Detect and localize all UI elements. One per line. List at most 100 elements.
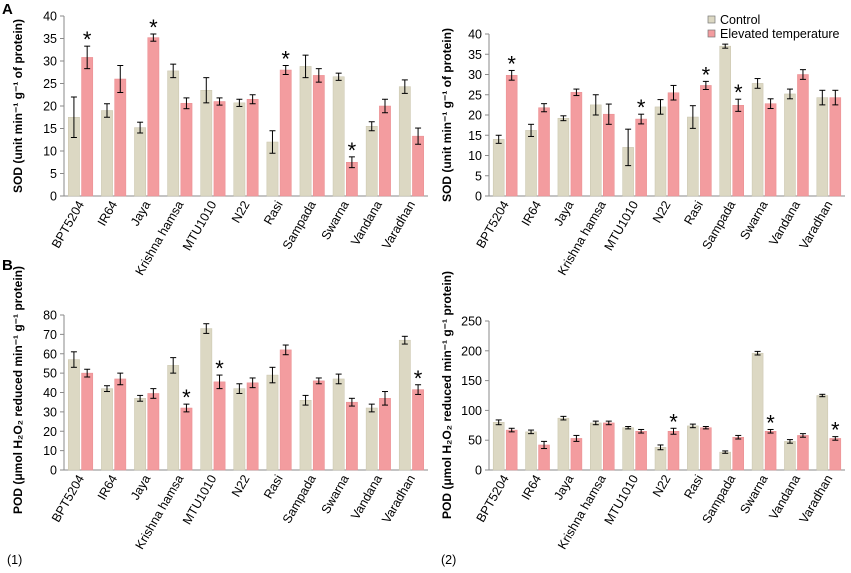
y-tick-label: 20	[43, 425, 57, 439]
significance-star: *	[831, 418, 840, 443]
bar-elevated	[312, 380, 325, 471]
bar-control	[719, 45, 731, 197]
category-label: BPT5204	[49, 198, 87, 250]
bar-elevated	[412, 135, 424, 197]
y-tick-label: 150	[461, 374, 482, 388]
category-label: N22	[229, 472, 253, 499]
bar-control	[233, 102, 246, 197]
category-label: IR64	[95, 198, 120, 228]
significance-star: *	[414, 366, 423, 391]
category-label: Varadhan	[379, 198, 418, 251]
chart-pod-2: 0 50 100 150 200 250 POD (μmol H₂O₂ reduced mi…	[440, 271, 845, 552]
category-label: MTU1010	[180, 198, 220, 253]
category-label: BPT5204	[49, 472, 87, 524]
category-label: Vandana	[766, 198, 803, 248]
bar-elevated	[603, 113, 615, 197]
category-label: N22	[650, 198, 674, 225]
bar-elevated	[505, 75, 518, 197]
bar-control	[687, 116, 699, 197]
y-tick-label: 80	[43, 309, 57, 323]
category-label: Vandana	[348, 472, 385, 522]
bar-control	[200, 328, 213, 471]
bar-control	[167, 365, 180, 471]
bar-elevated	[732, 105, 744, 197]
bar-elevated	[829, 97, 842, 197]
bar-control	[816, 395, 829, 471]
category-label: Swarna	[319, 198, 352, 242]
y-tick-label: 50	[468, 434, 482, 448]
significance-star: *	[281, 47, 290, 72]
legend: Control Elevated temperature	[707, 13, 840, 41]
chart-pod-1: 0 10 20 30 40 50 60 70 80 POD (μmol H₂O₂ reduced …	[11, 266, 428, 552]
category-label: N22	[229, 198, 253, 225]
y-axis-title: SOD (unit min⁻¹ g⁻¹ of protein)	[11, 19, 25, 193]
category-label: Rasi	[681, 199, 706, 228]
y-tick-label: 0	[50, 190, 57, 204]
bar-control	[719, 451, 731, 471]
category-label: IR64	[519, 198, 544, 228]
bar-control	[654, 447, 667, 471]
legend-swatch-control	[707, 15, 716, 24]
category-label: Sampada	[280, 472, 319, 525]
bar-control	[590, 104, 602, 197]
bar-control	[200, 90, 213, 197]
bar-control	[492, 422, 505, 471]
category-label: Sampada	[280, 198, 319, 251]
y-tick-label: 200	[461, 344, 482, 358]
bar-control	[751, 352, 764, 471]
bar-elevated	[764, 431, 777, 471]
bar-control	[167, 70, 180, 197]
bar-elevated	[279, 349, 292, 471]
bar-control	[266, 374, 279, 471]
bar-control	[299, 400, 312, 471]
category-label: Jaya	[128, 198, 153, 228]
bar-elevated	[114, 378, 127, 471]
bar-control	[784, 441, 796, 471]
y-axis-title: SOD (unit min⁻¹ g⁻¹ of protein)	[440, 28, 454, 202]
bar-elevated	[603, 422, 615, 471]
category-label: BPT5204	[474, 198, 512, 250]
category-label: Vandana	[348, 198, 385, 248]
y-axis-title: POD (μmol H₂O₂ reduced min⁻¹ g⁻¹ protein…	[11, 266, 25, 514]
category-label: BPT5204	[474, 472, 512, 524]
bar-control	[101, 110, 113, 197]
bar-control	[134, 127, 146, 197]
significance-star: *	[83, 27, 92, 52]
bar-elevated	[829, 438, 842, 471]
bar-control	[68, 359, 80, 471]
bar-elevated	[213, 381, 226, 471]
bar-control	[398, 339, 411, 471]
bar-elevated	[538, 107, 550, 197]
bar-elevated	[635, 118, 647, 197]
bar-elevated	[570, 92, 583, 197]
bar-control	[134, 398, 146, 471]
significance-star: *	[669, 409, 678, 434]
bar-elevated	[213, 101, 226, 197]
significance-star: *	[149, 15, 158, 40]
y-tick-label: 10	[468, 149, 482, 163]
bar-control	[622, 427, 634, 471]
bar-elevated	[635, 431, 647, 471]
bar-control	[332, 76, 345, 197]
y-tick-label: 10	[43, 444, 57, 458]
y-tick-label: 70	[43, 328, 57, 342]
y-tick-label: 40	[43, 386, 57, 400]
legend-label-elevated: Elevated temperature	[720, 27, 840, 41]
bar-control	[101, 388, 113, 471]
y-tick-label: 30	[468, 68, 482, 82]
bar-elevated	[279, 69, 292, 197]
legend-label-control: Control	[720, 13, 760, 27]
bar-elevated	[505, 429, 518, 471]
bar-elevated	[667, 92, 680, 197]
bar-control	[332, 378, 345, 471]
category-label: IR64	[95, 472, 120, 502]
y-tick-label: 20	[468, 109, 482, 123]
bar-elevated	[412, 389, 424, 471]
bar-control	[654, 106, 667, 197]
bar-elevated	[312, 75, 325, 197]
bar-control	[525, 130, 537, 197]
category-label: Vandana	[766, 472, 803, 522]
y-tick-label: 30	[43, 405, 57, 419]
category-label: Varadhan	[379, 472, 418, 525]
significance-star: *	[766, 410, 775, 435]
